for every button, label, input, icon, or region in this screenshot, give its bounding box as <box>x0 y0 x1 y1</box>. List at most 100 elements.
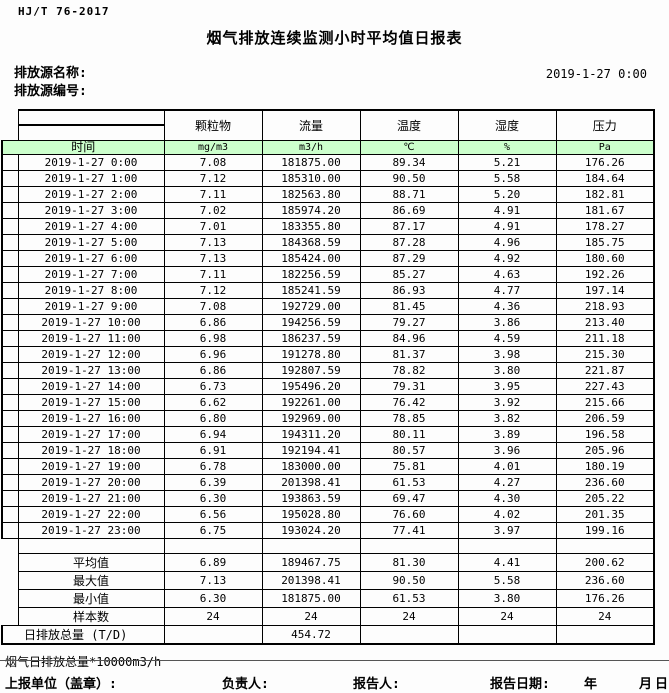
table-row: 2019-1-27 14:00 6.73 195496.20 79.31 3.95 227… <box>1 377 655 395</box>
row-value: 3.95 <box>457 377 557 395</box>
row-margin-cell <box>1 313 19 331</box>
summary-value: 5.58 <box>457 570 557 590</box>
row-margin-cell <box>1 297 19 315</box>
row-value: 80.57 <box>359 441 459 459</box>
row-value: 89.34 <box>359 153 459 171</box>
row-value: 6.91 <box>163 441 263 459</box>
row-value: 182.81 <box>555 185 655 203</box>
summary-value: 90.50 <box>359 570 459 590</box>
row-value: 6.73 <box>163 377 263 395</box>
table-row: 2019-1-27 5:00 7.13 184368.59 87.28 4.96 185.… <box>1 233 655 251</box>
row-value: 7.13 <box>163 233 263 251</box>
row-value: 3.98 <box>457 345 557 363</box>
ghost-cell <box>2 571 18 589</box>
row-value: 206.59 <box>555 409 655 427</box>
daily-total-value: 454.72 <box>261 624 361 645</box>
row-value: 180.19 <box>555 457 655 475</box>
row-value: 81.37 <box>359 345 459 363</box>
row-value: 75.81 <box>359 457 459 475</box>
ghost-cell <box>2 553 18 571</box>
row-value: 227.43 <box>555 377 655 395</box>
table-header: 颗粒物 流量 温度 湿度 压力 时间 mg/m3 m3/h ℃ % Pa <box>1 109 655 155</box>
row-margin-cell <box>1 505 19 523</box>
table-row: 2019-1-27 9:00 7.08 192729.00 81.45 4.36 218.… <box>1 297 655 315</box>
row-value: 6.75 <box>163 521 263 539</box>
row-value: 3.89 <box>457 425 557 443</box>
summary-value: 200.62 <box>555 552 655 572</box>
table-row: 2019-1-27 8:00 7.12 185241.59 86.93 4.77 197.… <box>1 281 655 299</box>
row-margin-cell <box>1 329 19 347</box>
row-value: 4.92 <box>457 249 557 267</box>
row-value: 185241.59 <box>261 281 361 299</box>
row-value: 6.96 <box>163 345 263 363</box>
row-value: 5.20 <box>457 185 557 203</box>
summary-value: 24 <box>261 606 361 626</box>
table-row: 2019-1-27 15:00 6.62 192261.00 76.42 3.92 215… <box>1 393 655 411</box>
summary-value: 24 <box>457 606 557 626</box>
daily-total-label: 日排放总量 (T/D) <box>1 624 165 645</box>
standard-number: HJ/T 76-2017 <box>18 5 110 18</box>
row-value: 6.98 <box>163 329 263 347</box>
row-value: 88.71 <box>359 185 459 203</box>
row-value: 178.27 <box>555 217 655 235</box>
row-value: 186237.59 <box>261 329 361 347</box>
row-value: 213.40 <box>555 313 655 331</box>
row-value: 192969.00 <box>261 409 361 427</box>
row-value: 3.92 <box>457 393 557 411</box>
blank-row <box>2 537 655 554</box>
row-value: 5.58 <box>457 169 557 187</box>
row-time: 2019-1-27 17:00 <box>17 425 165 443</box>
row-margin-cell <box>1 169 19 187</box>
row-time: 2019-1-27 20:00 <box>17 473 165 491</box>
row-time: 2019-1-27 9:00 <box>17 297 165 315</box>
unit-cell-flow: m3/h <box>261 139 361 155</box>
row-value: 6.94 <box>163 425 263 443</box>
daily-total-value <box>163 624 263 645</box>
row-value: 201.35 <box>555 505 655 523</box>
ghost-cell <box>2 589 18 607</box>
table-body: 2019-1-27 0:00 7.08 181875.00 89.34 5.21 176.… <box>1 153 655 539</box>
row-value: 205.22 <box>555 489 655 507</box>
row-value: 185424.00 <box>261 249 361 267</box>
row-margin-cell <box>1 265 19 283</box>
row-value: 81.45 <box>359 297 459 315</box>
row-value: 4.91 <box>457 201 557 219</box>
row-value: 192.26 <box>555 265 655 283</box>
blank-cell <box>163 537 263 554</box>
row-time: 2019-1-27 14:00 <box>17 377 165 395</box>
row-value: 77.41 <box>359 521 459 539</box>
table-row: 2019-1-27 16:00 6.80 192969.00 78.85 3.82 206… <box>1 409 655 427</box>
summary-value: 201398.41 <box>261 570 361 590</box>
responsible-label: 负责人: <box>222 676 269 692</box>
table-row: 2019-1-27 4:00 7.01 183355.80 87.17 4.91 178.… <box>1 217 655 235</box>
row-value: 4.27 <box>457 473 557 491</box>
row-value: 86.69 <box>359 201 459 219</box>
row-value: 90.50 <box>359 169 459 187</box>
row-margin-cell <box>1 377 19 395</box>
row-value: 193863.59 <box>261 489 361 507</box>
table-row: 2019-1-27 6:00 7.13 185424.00 87.29 4.92 180.… <box>1 249 655 267</box>
row-time: 2019-1-27 15:00 <box>17 393 165 411</box>
table-row: 2019-1-27 22:00 6.56 195028.80 76.60 4.02 201… <box>1 505 655 523</box>
row-value: 76.60 <box>359 505 459 523</box>
blank-cell <box>359 537 459 554</box>
row-value: 195028.80 <box>261 505 361 523</box>
row-value: 6.80 <box>163 409 263 427</box>
summary-value: 6.89 <box>163 552 263 572</box>
ghost-cell <box>2 607 18 625</box>
table-row: 2019-1-27 7:00 7.11 182256.59 85.27 4.63 192.… <box>1 265 655 283</box>
summary-row: 最小值 6.30 181875.00 61.53 3.80 176.26 <box>2 588 655 608</box>
row-value: 185.75 <box>555 233 655 251</box>
summary-row: 平均值 6.89 189467.75 81.30 4.41 200.62 <box>2 552 655 572</box>
table-summary: 平均值 6.89 189467.75 81.30 4.41 200.62 最大值 7.13 20… <box>1 537 655 645</box>
row-time: 2019-1-27 18:00 <box>17 441 165 459</box>
row-value: 7.11 <box>163 265 263 283</box>
daily-total-row: 日排放总量 (T/D) 454.72 <box>1 624 655 645</box>
row-margin-cell <box>1 425 19 443</box>
summary-value: 4.41 <box>457 552 557 572</box>
row-value: 7.13 <box>163 249 263 267</box>
row-value: 80.11 <box>359 425 459 443</box>
table-row: 2019-1-27 17:00 6.94 194311.20 80.11 3.89 196… <box>1 425 655 443</box>
row-margin-cell <box>1 457 19 475</box>
row-value: 195496.20 <box>261 377 361 395</box>
